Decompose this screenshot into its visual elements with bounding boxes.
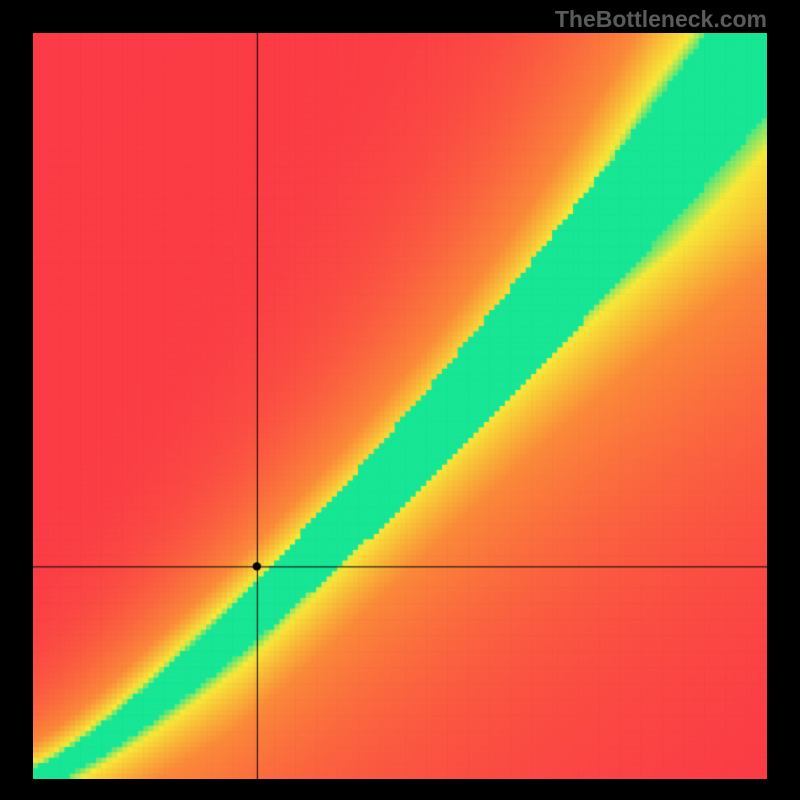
watermark-text: TheBottleneck.com (555, 6, 767, 33)
bottleneck-heatmap (33, 33, 767, 779)
chart-container: TheBottleneck.com (0, 0, 800, 800)
